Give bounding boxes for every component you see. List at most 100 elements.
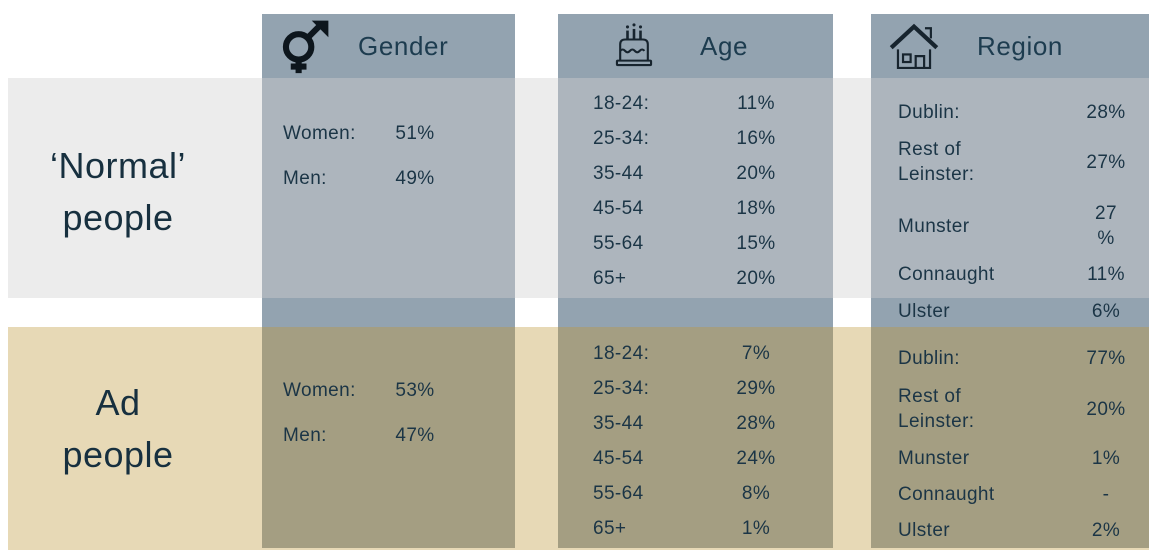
stat-value: 27 % xyxy=(1095,203,1117,249)
age-column-normal-band xyxy=(558,78,833,298)
stat-value: 47% xyxy=(395,424,435,446)
stat-label: Munster xyxy=(898,215,970,237)
stat-label: 55-64 xyxy=(593,232,644,254)
stat-label: Munster xyxy=(898,447,970,469)
stat-label: Men: xyxy=(283,167,327,189)
stat-row: Rest of Leinster: 20% xyxy=(898,381,1128,437)
stat-label: 25-34: xyxy=(593,377,650,399)
stat-row: Ulster 2% xyxy=(898,513,1128,547)
stat-value: 7% xyxy=(741,342,771,364)
stat-value: 24% xyxy=(736,447,776,469)
stat-row: 55-64 15% xyxy=(593,226,803,260)
region-column-gap-band xyxy=(871,298,1149,327)
age-column-gap-band xyxy=(558,298,833,327)
gender-column-header: Gender xyxy=(262,14,515,78)
region-column-ad-band xyxy=(871,327,1149,548)
stat-row: 65+ 1% xyxy=(593,511,803,545)
stat-row: Munster 1% xyxy=(898,441,1128,475)
region-column-header: Region xyxy=(871,14,1149,78)
stat-label: Rest of Leinster: xyxy=(898,386,975,432)
stat-value: 28% xyxy=(1086,101,1126,123)
stat-label: Ulster xyxy=(898,519,951,541)
stat-row: 18-24: 11% xyxy=(593,86,803,120)
stat-label: Connaught xyxy=(898,263,995,285)
stat-row: Women: 51% xyxy=(283,116,503,150)
stat-row: 45-54 24% xyxy=(593,441,803,475)
stat-row: 45-54 18% xyxy=(593,191,803,225)
stat-value: - xyxy=(1102,483,1110,505)
stat-value: 8% xyxy=(741,482,771,504)
stat-label: 65+ xyxy=(593,267,627,289)
stat-row: 18-24: 7% xyxy=(593,336,803,370)
stat-row: 35-44 28% xyxy=(593,406,803,440)
stat-row: Dublin: 28% xyxy=(898,95,1128,129)
stat-value: 53% xyxy=(395,379,435,401)
stat-value: 18% xyxy=(736,197,776,219)
stat-label: Connaught xyxy=(898,483,995,505)
stat-value: 1% xyxy=(1091,447,1121,469)
stat-value: 28% xyxy=(736,412,776,434)
stat-row: 25-34: 16% xyxy=(593,121,803,155)
stat-value: 27% xyxy=(1086,151,1126,173)
stat-label: 55-64 xyxy=(593,482,644,504)
stat-label: 45-54 xyxy=(593,447,644,469)
row-label-normal-people: ‘Normal’ people xyxy=(49,145,186,238)
stat-value: 29% xyxy=(736,377,776,399)
stat-value: 20% xyxy=(1086,398,1126,420)
stat-row: 65+ 20% xyxy=(593,261,803,295)
stat-value: 16% xyxy=(736,127,776,149)
gender-column-normal-band xyxy=(262,78,515,298)
region-column-normal-band xyxy=(871,78,1149,298)
stat-row: Munster 27 % xyxy=(898,198,1128,254)
gender-column-title: Gender xyxy=(358,30,449,61)
stat-label: 18-24: xyxy=(593,92,650,114)
male-female-icon xyxy=(275,17,331,75)
gender-column-ad-band xyxy=(262,327,515,548)
age-column-header-band xyxy=(558,14,833,78)
stat-row: 55-64 8% xyxy=(593,476,803,510)
age-column-header: Age xyxy=(558,14,833,78)
stat-row: Connaught 11% xyxy=(898,257,1128,291)
stat-label: Dublin: xyxy=(898,347,960,369)
stat-label: 65+ xyxy=(593,517,627,539)
house-icon xyxy=(885,19,943,73)
stat-label: 35-44 xyxy=(593,162,644,184)
stat-value: 49% xyxy=(395,167,435,189)
stat-row: 35-44 20% xyxy=(593,156,803,190)
region-column-title: Region xyxy=(977,30,1063,61)
stat-value: 6% xyxy=(1091,300,1121,322)
stat-value: 51% xyxy=(395,122,435,144)
stat-label: 18-24: xyxy=(593,342,650,364)
birthday-cake-icon xyxy=(608,18,660,74)
age-column-title: Age xyxy=(700,30,749,61)
stat-row: 25-34: 29% xyxy=(593,371,803,405)
stat-value: 20% xyxy=(736,267,776,289)
stat-row: Men: 47% xyxy=(283,418,503,452)
stat-label: Ulster xyxy=(898,300,951,322)
stat-label: Dublin: xyxy=(898,101,960,123)
stat-value: 1% xyxy=(741,517,771,539)
gender-column-gap-band xyxy=(262,298,515,327)
stat-row: Rest of Leinster: 27% xyxy=(898,134,1128,190)
age-column-ad-band xyxy=(558,327,833,548)
stat-label: Women: xyxy=(283,122,356,144)
stat-value: 20% xyxy=(736,162,776,184)
stat-row: Connaught - xyxy=(898,477,1128,511)
stat-label: 25-34: xyxy=(593,127,650,149)
stat-row: Women: 53% xyxy=(283,373,503,407)
stat-label: Rest of Leinster: xyxy=(898,139,975,185)
stat-label: 45-54 xyxy=(593,197,644,219)
stat-row: Dublin: 77% xyxy=(898,341,1128,375)
stat-value: 77% xyxy=(1086,347,1126,369)
stat-value: 15% xyxy=(736,232,776,254)
stat-value: 11% xyxy=(1087,263,1125,285)
stat-row: Men: 49% xyxy=(283,161,503,195)
stat-label: 35-44 xyxy=(593,412,644,434)
stat-label: Men: xyxy=(283,424,327,446)
row-label-ad-people: Ad people xyxy=(62,382,174,475)
stat-row: Ulster 6% xyxy=(898,294,1128,328)
stat-value: 2% xyxy=(1091,519,1121,541)
stat-value: 11% xyxy=(737,92,775,114)
stat-label: Women: xyxy=(283,379,356,401)
